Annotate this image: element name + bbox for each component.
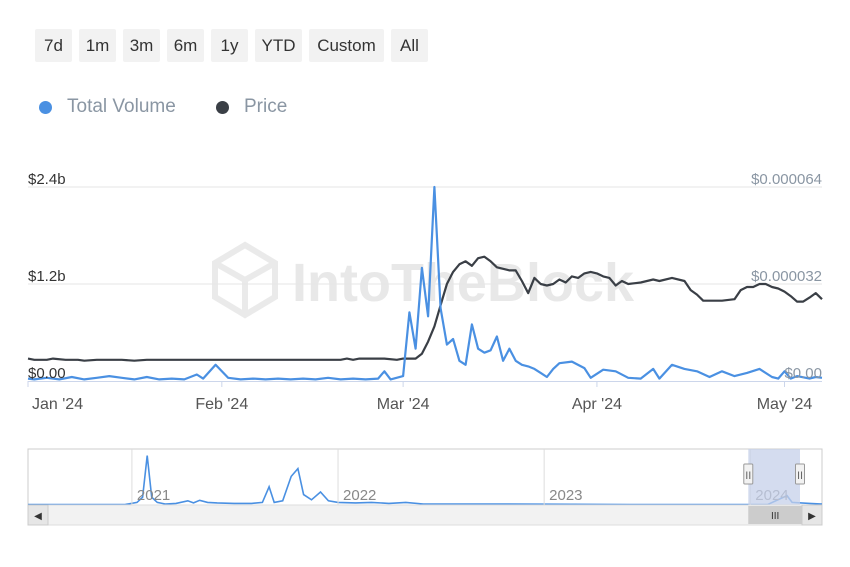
- navigator-volume-line: [28, 455, 823, 506]
- navigator-selected-range[interactable]: [748, 449, 800, 505]
- legend-item-price[interactable]: Price: [216, 93, 287, 121]
- legend-marker-price: [216, 100, 229, 114]
- y-left-tick-label: $1.2b: [28, 268, 66, 285]
- y-left-tick-label: $0.00: [28, 365, 66, 382]
- x-tick-label: Apr '24: [572, 396, 622, 413]
- legend-label-total-volume: Total Volume: [67, 96, 176, 117]
- handle-grip-icon: II: [797, 470, 803, 482]
- scrollbar-track[interactable]: [27, 504, 823, 526]
- range-button-1m[interactable]: 1m: [79, 29, 116, 62]
- price-line[interactable]: [27, 255, 823, 362]
- navigator-year-label: 2022: [343, 487, 376, 504]
- x-tick-label: May '24: [757, 396, 813, 413]
- navigator-year-label: 2021: [137, 487, 170, 504]
- handle-grip-icon: II: [745, 470, 751, 482]
- handle-body: [743, 463, 754, 485]
- price-series: [27, 255, 823, 362]
- scrollbar-thumb[interactable]: [748, 506, 802, 524]
- range-button-all[interactable]: All: [391, 29, 428, 62]
- y-right-tick-label: $0.00: [784, 365, 822, 382]
- y-right-tick-label: $0.000064: [751, 171, 822, 188]
- navigator-scrollbar[interactable]: ◀ ▶ III: [27, 504, 823, 526]
- scroll-left-arrow-icon: ◀: [34, 511, 42, 522]
- y-left-tick-label: $2.4b: [28, 171, 66, 188]
- navigator-year-label: 2023: [549, 487, 582, 504]
- legend-item-total-volume[interactable]: Total Volume: [39, 93, 176, 121]
- axes: $0.00 $0.00 $1.2b $0.000032 $2.4b $0.000064 Ja…: [27, 171, 822, 413]
- navigator-right-handle[interactable]: II: [795, 463, 805, 485]
- range-button-7d[interactable]: 7d: [35, 29, 72, 62]
- handle-body: [795, 463, 805, 485]
- range-button-ytd[interactable]: YTD: [255, 29, 302, 62]
- navigator-left-handle[interactable]: II: [743, 463, 754, 485]
- total-volume-line[interactable]: [27, 185, 823, 381]
- x-tick-label: Feb '24: [195, 396, 248, 413]
- x-tick-label: Mar '24: [377, 396, 430, 413]
- watermark: IntoTheBlock: [212, 241, 635, 319]
- x-tick-label: Jan '24: [32, 396, 83, 413]
- range-button-1y[interactable]: 1y: [211, 29, 248, 62]
- legend-marker-total-volume: [39, 100, 52, 114]
- range-button-3m[interactable]: 3m: [123, 29, 160, 62]
- scrollbar-left-button[interactable]: [27, 504, 49, 526]
- range-button-6m[interactable]: 6m: [167, 29, 204, 62]
- volume-series: [27, 185, 823, 381]
- scrollbar-grip-icon: III: [771, 511, 779, 522]
- navigator-background: [27, 448, 823, 506]
- scroll-right-arrow-icon: ▶: [808, 511, 816, 522]
- main-plot[interactable]: IntoTheBlock $0.00 $0.00 $1.2b $0.000032 $2.…: [0, 0, 850, 420]
- watermark-logo-icon: [212, 241, 278, 319]
- y-right-tick-label: $0.000032: [751, 268, 822, 285]
- navigator-frame: [27, 448, 823, 506]
- range-button-custom[interactable]: Custom: [309, 29, 384, 62]
- navigator-selection[interactable]: II II: [743, 449, 805, 505]
- legend-label-price: Price: [244, 96, 288, 117]
